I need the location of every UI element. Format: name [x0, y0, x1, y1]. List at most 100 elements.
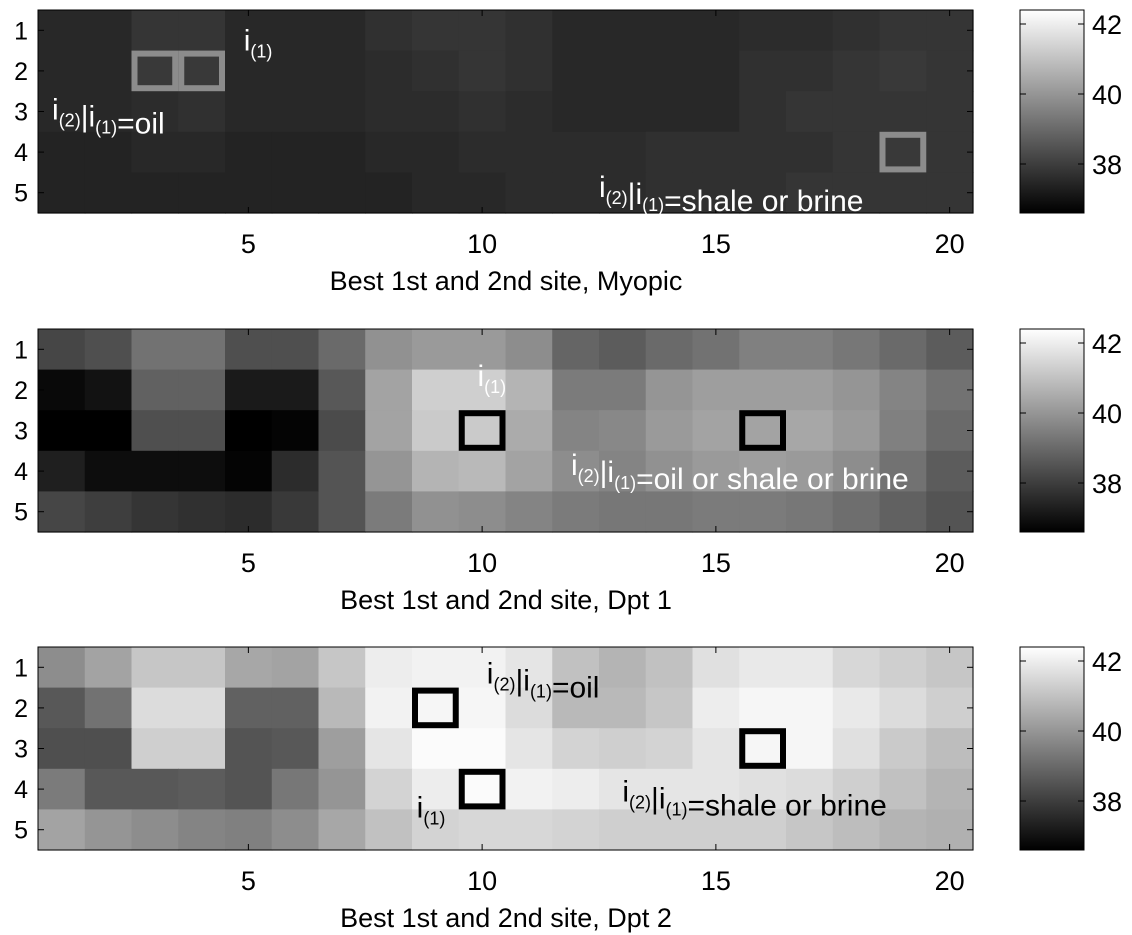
heatmap-cell	[458, 809, 507, 851]
heatmap-cell	[645, 410, 694, 452]
heatmap-cell	[879, 809, 927, 851]
heatmap-cell	[412, 728, 460, 770]
heatmap-cell	[786, 687, 834, 729]
heatmap-cell	[365, 647, 413, 689]
heatmap-cell	[365, 728, 413, 770]
heatmap-cell	[739, 728, 787, 770]
heatmap-cell	[131, 131, 179, 173]
heatmap-cell	[365, 491, 413, 533]
heatmap-cell	[786, 647, 834, 689]
heatmap-cell	[599, 10, 647, 52]
heatmap-cell	[505, 329, 553, 371]
heatmap-cell	[271, 768, 320, 810]
heatmap-panel-3: 1 2 3 4 5 5 10 15 20 Best 1st and 2nd site, Dpt 2…	[14, 646, 1122, 933]
heatmap-cell	[505, 410, 553, 452]
heatmap-cell	[599, 91, 647, 133]
heatmap-cell	[692, 410, 740, 452]
heatmap-cell	[786, 809, 834, 851]
heatmap-cell	[318, 131, 366, 173]
heatmap-cell	[458, 329, 507, 371]
heatmap-cell	[926, 50, 974, 92]
heatmap-cell	[552, 647, 600, 689]
heatmap-cell	[879, 450, 927, 492]
heatmap-cell	[318, 329, 366, 371]
heatmap-cell	[412, 131, 460, 173]
heatmap-cell	[832, 809, 881, 851]
heatmap-cell	[365, 809, 413, 851]
heatmap-cell	[458, 450, 507, 492]
site-annotation: i(1)	[244, 25, 273, 62]
heatmap-cell	[645, 91, 694, 133]
x-tick-label: 10	[467, 866, 497, 896]
heatmap-cell	[505, 809, 553, 851]
heatmap-cell	[786, 450, 834, 492]
heatmap-cell	[84, 491, 133, 533]
heatmap-cell	[84, 172, 133, 214]
heatmap-cell	[412, 91, 460, 133]
y-tick-label: 2	[14, 695, 28, 723]
heatmap-cell	[412, 172, 460, 214]
heatmap-cell	[505, 91, 553, 133]
heatmap-cell	[599, 768, 647, 810]
heatmap-cell	[178, 91, 226, 133]
y-tick-label: 5	[14, 499, 28, 527]
heatmap-cell	[131, 410, 179, 452]
heatmap-cell	[458, 172, 507, 214]
heatmap-cell	[38, 728, 86, 770]
y-tick-label: 3	[14, 418, 28, 446]
x-tick-label: 10	[467, 548, 497, 578]
heatmap-cell	[552, 329, 600, 371]
x-tick-label: 5	[241, 229, 256, 259]
colorbar-tick-label: 40	[1092, 399, 1122, 429]
heatmap-cell	[225, 450, 273, 492]
heatmap-cell	[786, 50, 834, 92]
x-tick-label: 15	[701, 866, 731, 896]
heatmap-cell	[178, 728, 226, 770]
heatmap-cell	[412, 329, 460, 371]
site-annotation: i(2)|i(1)=shale or brine	[599, 171, 863, 218]
heatmap-cell	[926, 450, 974, 492]
heatmap-cell	[926, 491, 974, 533]
heatmap-cell	[739, 172, 787, 214]
selected-site-marker	[739, 728, 786, 769]
heatmap-cell	[879, 369, 927, 411]
heatmap-cell	[786, 10, 834, 52]
heatmap-cell	[458, 10, 507, 52]
heatmap-cell	[412, 647, 460, 689]
heatmap-cell	[926, 91, 974, 133]
heatmap-cell	[178, 131, 226, 173]
heatmap-cell	[84, 131, 133, 173]
heatmap-cell	[271, 687, 320, 729]
heatmap-cell	[645, 728, 694, 770]
heatmap-cell	[318, 768, 366, 810]
heatmap-cell	[458, 491, 507, 533]
heatmap-cell	[458, 647, 507, 689]
heatmap-cell	[692, 768, 740, 810]
heatmap-cell	[599, 647, 647, 689]
heatmap-cell	[131, 50, 179, 92]
heatmap-cell	[225, 647, 273, 689]
x-tick-label: 15	[701, 548, 731, 578]
heatmap-cell	[692, 10, 740, 52]
heatmap-cell	[599, 329, 647, 371]
heatmap-cell	[225, 491, 273, 533]
site-annotation: i(2)|i(1)=shale or brine	[622, 775, 886, 822]
y-tick-label: 3	[14, 736, 28, 764]
heatmap-panel-1: 1 2 3 4 5 5 10 15 20 Best 1st and 2nd site, Myopi…	[14, 9, 1122, 296]
heatmap-cell	[786, 491, 834, 533]
heatmap-cell	[365, 172, 413, 214]
heatmap-cell	[552, 809, 600, 851]
heatmap-cell	[38, 410, 86, 452]
heatmap-cell	[832, 491, 881, 533]
heatmap-cell	[131, 491, 179, 533]
heatmap-cell	[131, 728, 179, 770]
heatmap-cell	[552, 50, 600, 92]
heatmap-cell	[879, 10, 927, 52]
heatmap-cell	[178, 687, 226, 729]
heatmap-cell	[692, 369, 740, 411]
heatmap-cell	[926, 10, 974, 52]
heatmap-cell	[131, 91, 179, 133]
heatmap-cell	[505, 768, 553, 810]
heatmap-cell	[178, 410, 226, 452]
